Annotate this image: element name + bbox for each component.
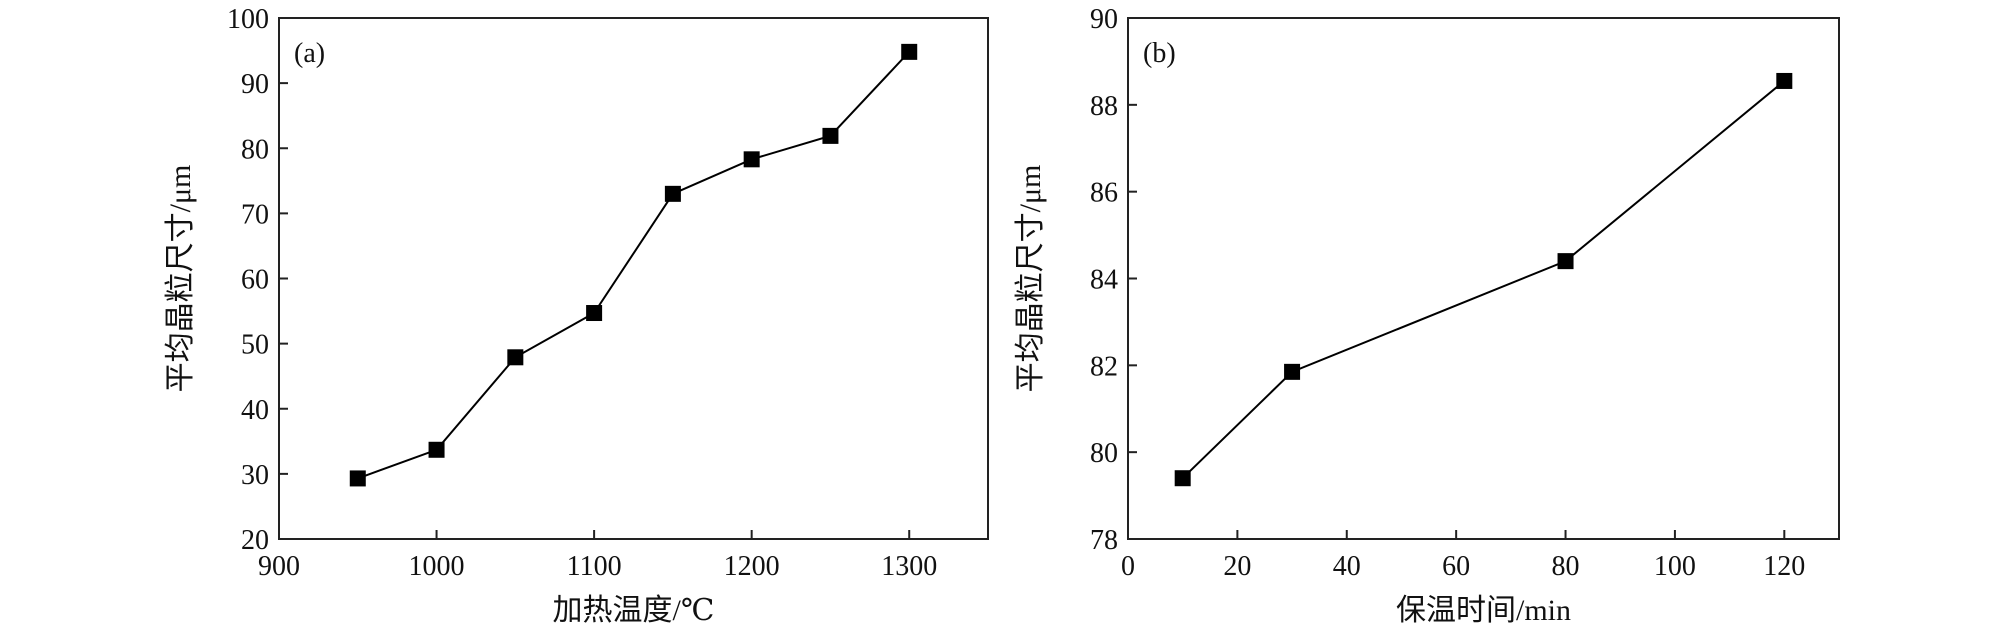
- y-tick-label: 80: [1090, 438, 1118, 469]
- y-tick-label: 88: [1090, 91, 1118, 122]
- y-tick-label: 84: [1090, 265, 1118, 296]
- y-tick-label: 82: [1090, 351, 1118, 382]
- data-point-marker: [743, 151, 760, 168]
- chart-panel-b: 0 20 40 60 80 100 120 78 80 82 84 86 88 90 保温时间/min 平均晶…: [1014, 4, 1840, 627]
- y-tick-label: 50: [241, 330, 269, 361]
- x-tick-label: 20: [1223, 551, 1251, 582]
- panel-label: (b): [1143, 38, 1176, 69]
- data-point-marker: [1557, 253, 1574, 270]
- data-point-marker: [1174, 470, 1191, 487]
- x-tick-label: 1000: [409, 551, 465, 582]
- x-tick-label: 1200: [724, 551, 780, 582]
- y-tick-label: 40: [241, 395, 269, 426]
- x-tick-label: 40: [1333, 551, 1361, 582]
- data-point-marker: [1284, 363, 1301, 380]
- plot-frame: [1127, 17, 1840, 540]
- y-tick-label: 90: [241, 69, 269, 100]
- y-tick-label: 78: [1090, 525, 1118, 556]
- y-axis-label: 平均晶粒尺寸/μm: [164, 165, 197, 393]
- x-tick-label: 120: [1763, 551, 1805, 582]
- y-tick-label: 60: [241, 265, 269, 296]
- data-point-marker: [901, 43, 918, 60]
- y-axis-label: 平均晶粒尺寸/μm: [1014, 165, 1047, 393]
- panel-label: (a): [294, 38, 325, 69]
- data-point-marker: [507, 349, 524, 366]
- x-tick-label: 100: [1654, 551, 1696, 582]
- x-tick-label: 60: [1442, 551, 1470, 582]
- x-axis-label: 加热温度/℃: [553, 594, 715, 627]
- x-axis-label: 保温时间/min: [1396, 594, 1571, 627]
- plot-frame: [278, 17, 989, 540]
- y-tick-label: 100: [227, 4, 269, 35]
- series-line: [1181, 80, 1785, 479]
- y-tick-label: 86: [1090, 178, 1118, 209]
- series-line: [357, 51, 910, 480]
- x-tick-label: 1300: [881, 551, 937, 582]
- data-point-marker: [1776, 72, 1793, 89]
- y-tick-label: 70: [241, 199, 269, 230]
- y-tick-label: 30: [241, 460, 269, 491]
- data-point-marker: [349, 470, 366, 487]
- y-tick-label: 90: [1090, 4, 1118, 35]
- x-tick-label: 80: [1552, 551, 1580, 582]
- y-tick-label: 20: [241, 525, 269, 556]
- data-point-marker: [586, 305, 603, 322]
- y-tick-label: 80: [241, 134, 269, 165]
- data-point-marker: [664, 185, 681, 202]
- x-tick-label: 1100: [567, 551, 622, 582]
- chart-panel-a: 900 1000 1100 1200 1300 20 30 40 50 60 70 80 90 100 加热…: [164, 4, 989, 627]
- data-point-marker: [822, 127, 839, 144]
- data-point-marker: [428, 441, 445, 458]
- x-tick-label: 900: [258, 551, 300, 582]
- x-tick-label: 0: [1121, 551, 1135, 582]
